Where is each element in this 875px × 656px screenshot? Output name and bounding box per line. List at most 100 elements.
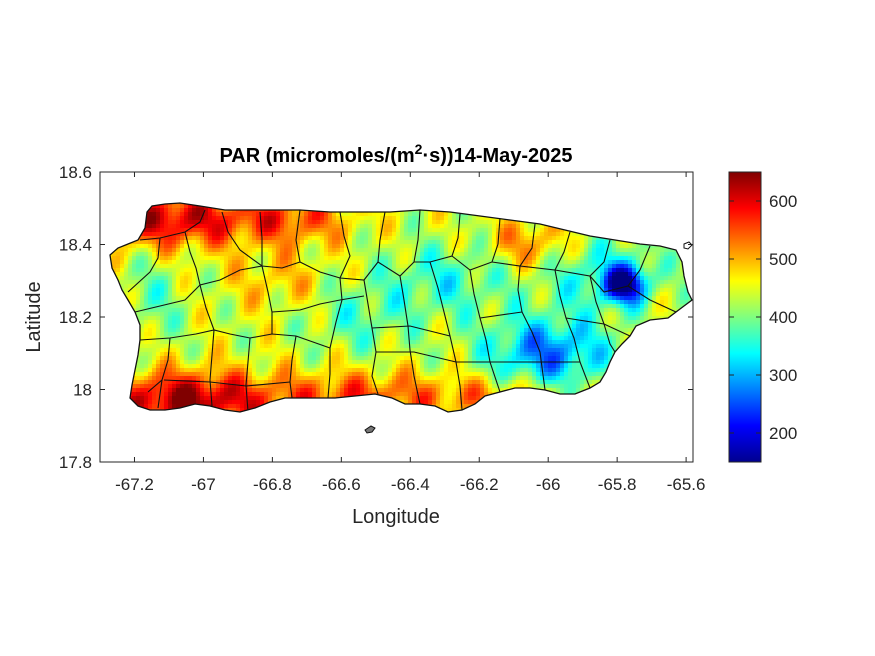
heat-cell bbox=[320, 360, 325, 365]
heat-cell bbox=[228, 244, 233, 249]
heat-cell bbox=[212, 352, 217, 357]
heat-cell bbox=[124, 280, 129, 285]
heat-cell bbox=[440, 388, 445, 393]
heat-cell bbox=[344, 248, 349, 253]
heat-cell bbox=[408, 388, 413, 393]
heat-cell bbox=[240, 364, 245, 369]
heat-cell bbox=[396, 392, 401, 397]
heat-cell bbox=[372, 280, 377, 285]
heat-cell bbox=[248, 364, 253, 369]
heat-cell bbox=[456, 380, 461, 385]
heat-cell bbox=[196, 264, 201, 269]
heat-cell bbox=[292, 352, 297, 357]
heat-cell bbox=[176, 240, 181, 245]
heat-cell bbox=[224, 220, 229, 225]
heat-cell bbox=[300, 372, 305, 377]
heat-cell bbox=[112, 256, 117, 261]
heat-cell bbox=[300, 360, 305, 365]
heat-cell bbox=[456, 392, 461, 397]
heat-cell bbox=[212, 208, 217, 213]
heat-cell bbox=[256, 232, 261, 237]
heat-cell bbox=[172, 304, 177, 309]
heat-cell bbox=[348, 324, 353, 329]
heat-cell bbox=[188, 208, 193, 213]
heat-cell bbox=[204, 208, 209, 213]
heat-cell bbox=[352, 284, 357, 289]
heat-cell bbox=[112, 268, 117, 273]
heat-cell bbox=[176, 296, 181, 301]
heat-cell bbox=[212, 400, 217, 405]
heat-cell bbox=[196, 360, 201, 365]
heat-cell bbox=[168, 372, 173, 377]
heat-cell bbox=[352, 220, 357, 225]
heat-cell bbox=[208, 276, 213, 281]
heat-cell bbox=[428, 284, 433, 289]
heat-cell bbox=[264, 272, 269, 277]
heat-cell bbox=[220, 240, 225, 245]
heat-cell bbox=[172, 204, 177, 209]
heat-cell bbox=[196, 280, 201, 285]
heat-cell bbox=[348, 328, 353, 333]
heat-cell bbox=[224, 316, 229, 321]
heat-cell bbox=[408, 300, 413, 305]
heat-cell bbox=[412, 252, 417, 257]
heat-cell bbox=[440, 248, 445, 253]
heat-cell bbox=[228, 336, 233, 341]
heat-cell bbox=[244, 212, 249, 217]
heat-cell bbox=[216, 244, 221, 249]
heat-cell bbox=[232, 348, 237, 353]
heat-cell bbox=[412, 276, 417, 281]
heat-cell bbox=[256, 384, 261, 389]
heat-cell bbox=[432, 368, 437, 373]
heat-cell bbox=[420, 216, 425, 221]
heat-cell bbox=[432, 288, 437, 293]
heat-cell bbox=[196, 252, 201, 257]
heat-cell bbox=[308, 328, 313, 333]
heat-cell bbox=[164, 276, 169, 281]
heat-cell bbox=[380, 352, 385, 357]
heat-cell bbox=[248, 252, 253, 257]
heat-cell bbox=[224, 248, 229, 253]
heat-cell bbox=[452, 236, 457, 241]
heat-cell bbox=[316, 296, 321, 301]
heat-cell bbox=[248, 300, 253, 305]
heat-cell bbox=[280, 324, 285, 329]
heat-cell bbox=[200, 388, 205, 393]
heat-cell bbox=[388, 288, 393, 293]
heat-cell bbox=[348, 304, 353, 309]
heat-cell bbox=[248, 224, 253, 229]
heat-cell bbox=[376, 320, 381, 325]
heat-cell bbox=[288, 268, 293, 273]
heat-cell bbox=[400, 296, 405, 301]
heat-cell bbox=[336, 340, 341, 345]
heat-cell bbox=[340, 384, 345, 389]
heat-cell bbox=[204, 232, 209, 237]
heat-cell bbox=[340, 352, 345, 357]
heat-cell bbox=[120, 280, 125, 285]
heat-cell bbox=[228, 392, 233, 397]
heat-cell bbox=[304, 248, 309, 253]
heat-cell bbox=[292, 296, 297, 301]
heat-cell bbox=[240, 256, 245, 261]
heat-cell bbox=[380, 296, 385, 301]
heat-cell bbox=[300, 216, 305, 221]
heat-cell bbox=[264, 236, 269, 241]
heat-cell bbox=[140, 240, 145, 245]
heat-cell bbox=[376, 244, 381, 249]
heat-cell bbox=[444, 356, 449, 361]
heat-cell bbox=[252, 244, 257, 249]
heat-cell bbox=[156, 356, 161, 361]
heat-cell bbox=[428, 264, 433, 269]
heat-cell bbox=[368, 336, 373, 341]
heat-cell bbox=[424, 372, 429, 377]
heat-cell bbox=[452, 328, 457, 333]
heat-cell bbox=[368, 280, 373, 285]
heat-cell bbox=[316, 332, 321, 337]
heat-cell bbox=[324, 240, 329, 245]
heat-cell bbox=[384, 340, 389, 345]
heat-cell bbox=[260, 324, 265, 329]
heat-cell bbox=[208, 312, 213, 317]
heat-cell bbox=[284, 328, 289, 333]
heat-cell bbox=[356, 216, 361, 221]
heat-cell bbox=[148, 228, 153, 233]
